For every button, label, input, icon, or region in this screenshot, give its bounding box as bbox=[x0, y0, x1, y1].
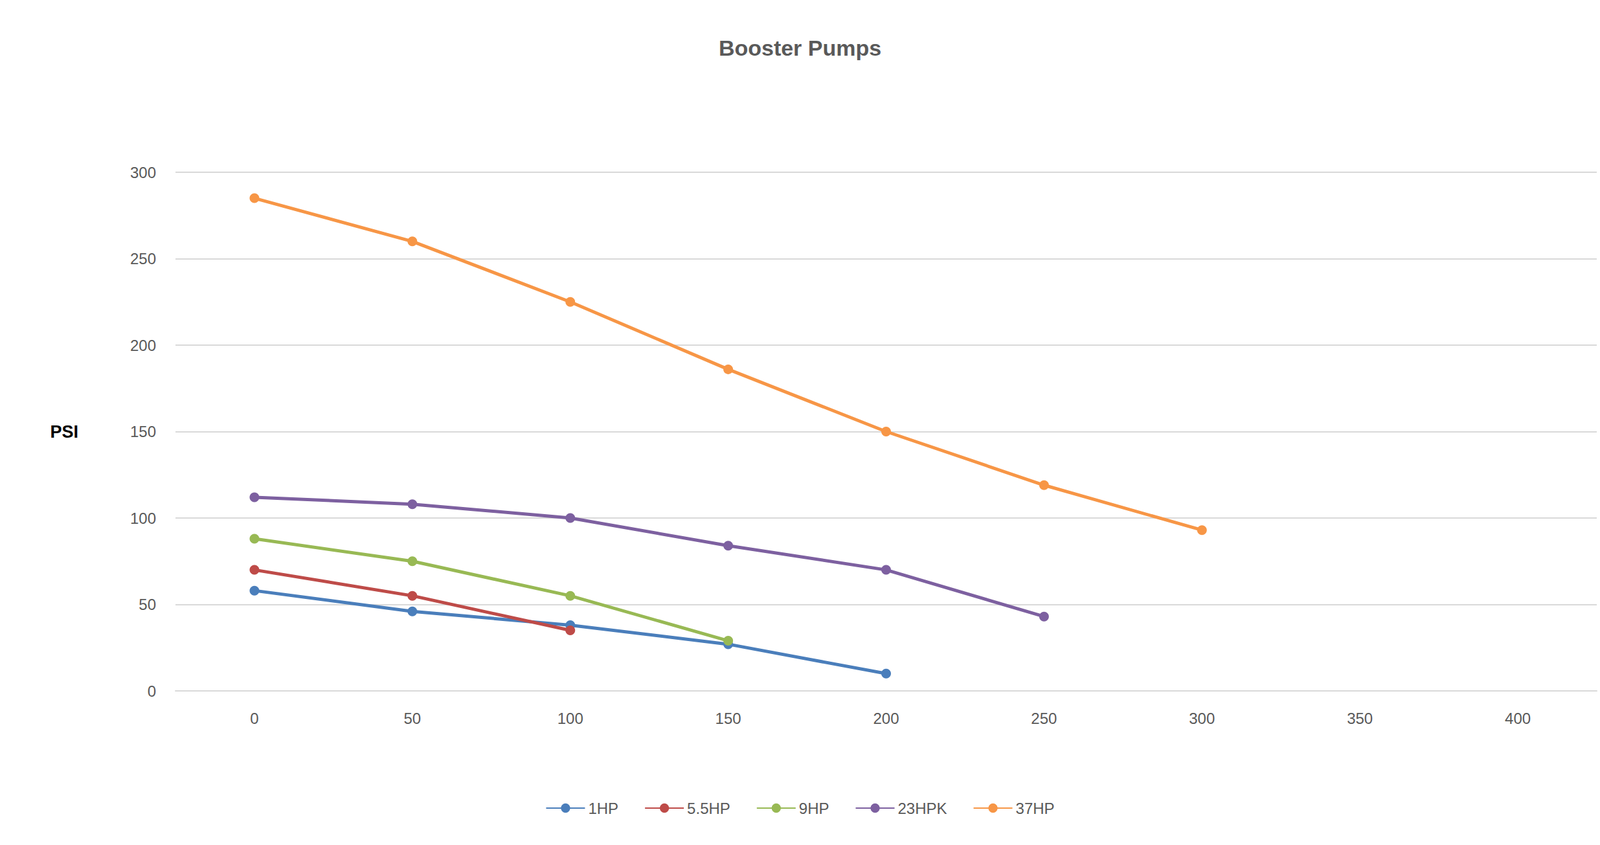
svg-text:150: 150 bbox=[715, 709, 742, 728]
svg-text:350: 350 bbox=[1346, 709, 1373, 728]
svg-text:PSI: PSI bbox=[49, 422, 79, 442]
svg-text:300: 300 bbox=[130, 163, 157, 182]
svg-text:1HP: 1HP bbox=[587, 799, 619, 818]
svg-text:300: 300 bbox=[1188, 709, 1215, 728]
svg-text:0: 0 bbox=[147, 682, 157, 700]
svg-text:9HP: 9HP bbox=[799, 799, 830, 818]
svg-text:50: 50 bbox=[403, 709, 421, 728]
svg-text:150: 150 bbox=[130, 422, 157, 441]
svg-text:250: 250 bbox=[1030, 709, 1057, 728]
svg-text:0: 0 bbox=[249, 709, 259, 728]
svg-text:5.5HP: 5.5HP bbox=[687, 799, 731, 818]
svg-text:Booster Pumps: Booster Pumps bbox=[718, 35, 882, 61]
svg-text:100: 100 bbox=[557, 709, 584, 728]
svg-text:50: 50 bbox=[138, 595, 157, 614]
svg-text:400: 400 bbox=[1504, 709, 1531, 728]
svg-text:200: 200 bbox=[130, 336, 157, 355]
svg-text:23HPK: 23HPK bbox=[898, 799, 948, 818]
svg-text:100: 100 bbox=[130, 509, 157, 528]
svg-text:37HP: 37HP bbox=[1015, 799, 1055, 818]
svg-text:250: 250 bbox=[130, 249, 157, 268]
svg-text:200: 200 bbox=[872, 709, 899, 728]
